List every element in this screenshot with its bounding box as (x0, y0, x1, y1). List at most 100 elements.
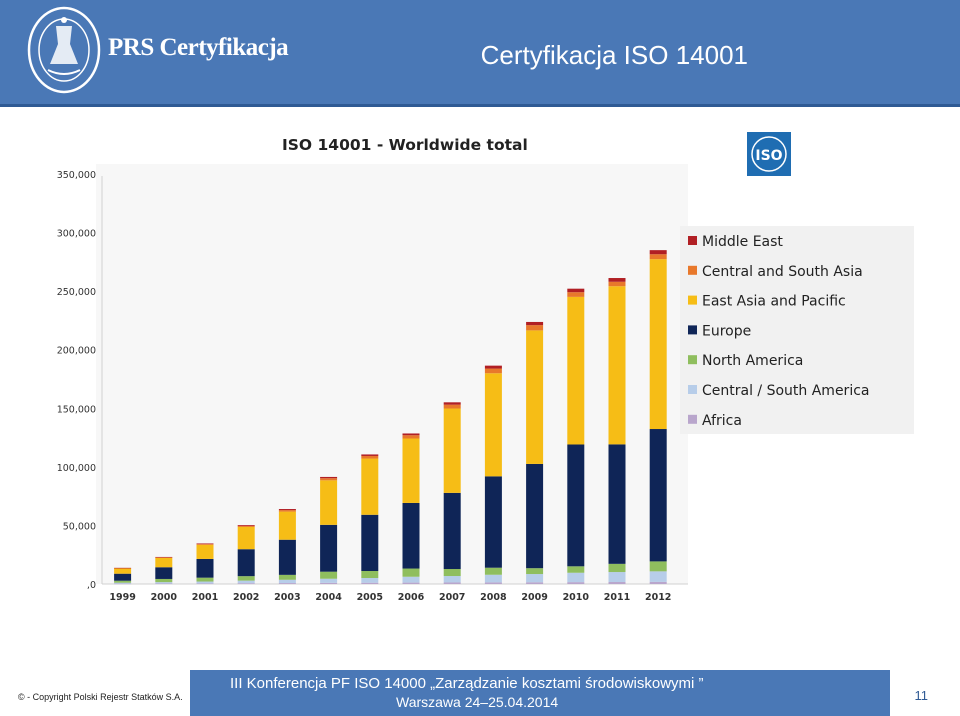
y-tick-label: 200,000 (57, 346, 96, 357)
x-tick-label: 2008 (480, 592, 507, 603)
x-tick-label: 2010 (563, 592, 590, 603)
slide-header: PRS Certyfikacja Certyfikacja ISO 14001 (0, 0, 960, 107)
bar-segment (361, 454, 379, 456)
bar-segment (567, 296, 585, 445)
bar-segment (402, 568, 420, 577)
bar-segment (278, 511, 296, 540)
globe-icon (751, 136, 787, 172)
bar-segment (402, 582, 420, 584)
bar-segment (237, 525, 255, 526)
bar-segment (484, 476, 502, 568)
bar-segment (237, 576, 255, 581)
bar-segment (484, 574, 502, 583)
bar-segment (443, 402, 461, 405)
x-tick-label: 2005 (357, 592, 383, 603)
bar-segment (443, 582, 461, 584)
x-tick-label: 2000 (151, 592, 178, 603)
bar-segment (237, 525, 255, 527)
x-tick-label: 2003 (274, 592, 300, 603)
bar-segment (278, 509, 296, 511)
bar-segment (320, 478, 338, 481)
bar-segment (114, 580, 132, 583)
bar-segment (237, 580, 255, 584)
legend-swatch (688, 295, 697, 305)
legend-label: North America (702, 353, 803, 369)
bar-segment (526, 568, 544, 575)
bar-segment (361, 514, 379, 571)
x-tick-label: 2011 (604, 592, 630, 603)
bar-segment (155, 582, 173, 584)
legend-swatch (688, 414, 697, 424)
bar-segment (361, 570, 379, 579)
iso-logo-box (747, 132, 791, 176)
bar-segment (484, 373, 502, 477)
legend-swatch (688, 385, 697, 394)
y-tick-label: 250,000 (57, 287, 96, 298)
bar-segment (484, 582, 502, 584)
slide-footer: © - Copyright Polski Rejestr Statków S.A… (0, 670, 960, 716)
y-tick-label: 100,000 (57, 463, 96, 474)
bar-segment (402, 576, 420, 583)
bar-segment (526, 463, 544, 569)
bar-segment (196, 558, 214, 578)
bar-segment (114, 568, 132, 574)
prs-seal-logo (27, 6, 101, 94)
bar-segment (649, 581, 667, 584)
bar-segment (443, 404, 461, 409)
bar-segment (114, 573, 132, 581)
brand-name: PRS Certyfikacja (108, 34, 289, 61)
conference-date: Warszawa 24–25.04.2014 (396, 694, 559, 710)
bar-segment (278, 510, 296, 512)
bar-segment (484, 365, 502, 369)
bar-segment (278, 539, 296, 575)
chart-title: ISO 14001 - Worldwide total (282, 136, 528, 154)
bar-segment (114, 567, 132, 569)
x-tick-label: 2007 (439, 592, 465, 603)
bar-segment (278, 583, 296, 584)
legend-box (680, 226, 914, 434)
bar-segment (484, 567, 502, 575)
bar-segment (402, 433, 420, 436)
legend-label: East Asia and Pacific (702, 294, 846, 310)
bar-segment (361, 582, 379, 584)
x-tick-label: 2001 (192, 592, 218, 603)
bar-segment (526, 574, 544, 583)
page-number: 11 (914, 688, 929, 703)
bar-segment (567, 572, 585, 583)
legend-swatch (688, 265, 697, 275)
bar-segment (608, 582, 626, 584)
bar-segment (196, 581, 214, 584)
bar-segment (649, 254, 667, 260)
iso-chart: ISO 14001 - Worldwide total ,0 50,000 100,… (40, 122, 940, 612)
bar-segment (608, 563, 626, 573)
bar-segment (155, 557, 173, 568)
legend: Middle East Central and South Asia East As… (680, 226, 914, 434)
bar-segment (402, 438, 420, 503)
y-tick-label: 350,000 (57, 170, 96, 181)
bar-segment (237, 583, 255, 584)
bar-segment (155, 556, 173, 558)
slide-title: Certyfikacja ISO 14001 (480, 40, 748, 70)
bar-segment (567, 288, 585, 293)
bar-segment (567, 566, 585, 573)
bar-segment (320, 582, 338, 584)
bar-segment (114, 583, 132, 585)
bar-segment (278, 579, 296, 584)
bar-segment (114, 582, 132, 584)
bar-segment (608, 286, 626, 445)
x-tick-label: 2002 (233, 592, 259, 603)
bar-segment (649, 259, 667, 430)
conference-title: III Konferencja PF ISO 14000 „Zarządzani… (230, 675, 704, 692)
bar-segment (155, 557, 173, 558)
bar-segment (443, 408, 461, 493)
bar-segment (361, 455, 379, 459)
bar-segment (649, 429, 667, 562)
legend-swatch (688, 236, 697, 245)
iso-logo: ISO (747, 132, 791, 176)
bar-segment (443, 492, 461, 570)
bar-segment (196, 544, 214, 545)
bar-segment (196, 577, 214, 582)
bar-segment (443, 576, 461, 583)
bar-segment (196, 544, 214, 559)
bar-segment (526, 582, 544, 584)
